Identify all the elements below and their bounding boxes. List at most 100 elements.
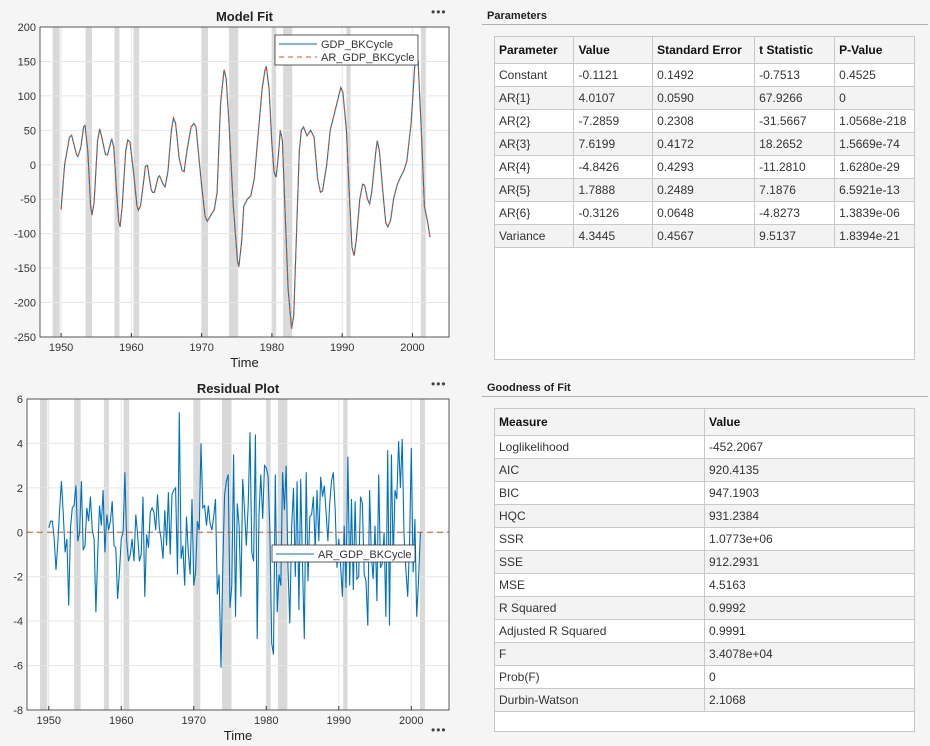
- table-row[interactable]: Loglikelihood -452.2067: [495, 435, 914, 459]
- y-tick-label: 150: [18, 56, 36, 68]
- table-cell: -452.2067: [704, 435, 914, 459]
- table-cell: BIC: [495, 481, 705, 505]
- table-cell: Adjusted R Squared: [495, 619, 705, 643]
- column-header[interactable]: Value: [573, 37, 654, 64]
- x-tick-label: 1960: [109, 715, 133, 727]
- table-cell: Loglikelihood: [495, 435, 705, 459]
- chart-title: Residual Plot: [197, 381, 280, 396]
- table-row[interactable]: Adjusted R Squared 0.9991: [495, 619, 914, 643]
- y-tick-label: -6: [13, 661, 23, 673]
- y-tick-label: 2: [17, 483, 23, 495]
- column-header[interactable]: Parameter: [495, 37, 575, 64]
- table-row[interactable]: HQC 931.2384: [495, 504, 914, 528]
- table-row[interactable]: AR{4} -4.8426 0.4293 -11.2810 1.6280e-29: [495, 155, 914, 179]
- table-row[interactable]: R Squared 0.9992: [495, 596, 914, 620]
- table-cell: HQC: [495, 504, 705, 528]
- table-cell: 0: [834, 86, 914, 110]
- table-cell: F: [495, 642, 705, 666]
- table-cell: 947.1903: [704, 481, 914, 505]
- table-row[interactable]: Prob(F) 0: [495, 665, 914, 689]
- x-tick-label: 1990: [327, 715, 351, 727]
- recession-band: [271, 27, 277, 337]
- axes-frame: [26, 398, 450, 711]
- table-cell: 0.2308: [652, 109, 756, 133]
- table-cell: -4.8426: [573, 155, 654, 179]
- column-header[interactable]: P-Value: [834, 37, 914, 64]
- table-cell: 3.4078e+04: [704, 642, 914, 666]
- parameters-table[interactable]: Parameter Value Standard Error t Statistic P…: [494, 36, 915, 360]
- recession-band: [103, 399, 109, 710]
- recession-band: [283, 27, 293, 337]
- column-header[interactable]: t Statistic: [754, 37, 836, 64]
- residual-plot-chart: -8 -6 -4 -2 0 2 4 6 1950 1960 1970 1980 1990 2000 Resi…: [13, 381, 450, 743]
- table-row[interactable]: AR{1} 4.0107 0.0590 67.9266 0: [495, 86, 914, 110]
- table-cell: AR{6}: [495, 201, 575, 225]
- table-row[interactable]: SSE 912.2931: [495, 550, 914, 574]
- table-cell: AR{4}: [495, 155, 575, 179]
- panel-menu-button[interactable]: •••: [431, 723, 447, 737]
- table-row[interactable]: AR{5} 1.7888 0.2489 7.1876 6.5921e-13: [495, 178, 914, 202]
- column-header[interactable]: Measure: [495, 409, 705, 436]
- table-cell: Prob(F): [495, 665, 705, 689]
- x-axis-label: Time: [224, 728, 252, 743]
- table-cell: 1.7888: [573, 178, 654, 202]
- table-cell: 1.3839e-06: [834, 201, 914, 225]
- table-cell: -11.2810: [754, 155, 836, 179]
- table-cell: 1.6280e-29: [834, 155, 914, 179]
- table-cell: 0.4172: [652, 132, 756, 156]
- table-row[interactable]: MSE 4.5163: [495, 573, 914, 597]
- table-cell: 0.9992: [704, 596, 914, 620]
- column-header[interactable]: Value: [704, 409, 914, 436]
- column-header[interactable]: Standard Error: [652, 37, 756, 64]
- table-cell: Durbin-Watson: [495, 688, 705, 712]
- x-tick-label: 1980: [260, 342, 284, 354]
- table-cell: 2.1068: [704, 688, 914, 712]
- table-cell: AR{2}: [495, 109, 575, 133]
- y-tick-label: -2: [13, 572, 23, 584]
- x-tick-label: 1980: [254, 715, 278, 727]
- table-row[interactable]: AR{6} -0.3126 0.0648 -4.8273 1.3839e-06: [495, 201, 914, 225]
- table-cell: 0.4567: [652, 224, 756, 248]
- table-cell: -4.8273: [754, 201, 836, 225]
- table-row[interactable]: BIC 947.1903: [495, 481, 914, 505]
- table-row[interactable]: AR{2} -7.2859 0.2308 -31.5667 1.0568e-218: [495, 109, 914, 133]
- goodness-of-fit-table[interactable]: Measure Value Loglikelihood -452.2067 AIC 92…: [494, 408, 915, 732]
- table-cell: 0.2489: [652, 178, 756, 202]
- table-cell: 7.6199: [573, 132, 654, 156]
- table-cell: 1.0568e-218: [834, 109, 914, 133]
- table-row[interactable]: AIC 920.4135: [495, 458, 914, 482]
- residual-plot-menu-button[interactable]: •••: [431, 377, 447, 391]
- legend: AR_GDP_BKCycle: [271, 544, 416, 563]
- table-cell: MSE: [495, 573, 705, 597]
- table-cell: Variance: [495, 224, 575, 248]
- table-cell: 4.5163: [704, 573, 914, 597]
- y-tick-label: -50: [20, 194, 36, 206]
- y-tick-label: 0: [30, 160, 36, 172]
- x-tick-label: 1970: [182, 715, 206, 727]
- table-cell: 0.0648: [652, 201, 756, 225]
- table-cell: SSE: [495, 550, 705, 574]
- model-fit-menu-button[interactable]: •••: [431, 5, 447, 19]
- legend-label: GDP_BKCycle: [321, 39, 393, 51]
- y-tick-label: 100: [18, 91, 36, 103]
- table-cell: 0.0590: [652, 86, 756, 110]
- table-row[interactable]: SSR 1.0773e+06: [495, 527, 914, 551]
- y-tick-label: 50: [24, 125, 36, 137]
- table-row[interactable]: Variance 4.3445 0.4567 9.5137 1.8394e-21: [495, 224, 914, 248]
- table-cell: 7.1876: [754, 178, 836, 202]
- table-row[interactable]: Durbin-Watson 2.1068: [495, 688, 914, 712]
- recession-band: [123, 399, 130, 710]
- table-cell: -31.5667: [754, 109, 836, 133]
- table-row[interactable]: AR{3} 7.6199 0.4172 18.2652 1.5669e-74: [495, 132, 914, 156]
- recession-band: [52, 27, 60, 337]
- table-cell: 18.2652: [754, 132, 836, 156]
- legend-box: [274, 34, 419, 66]
- recession-band: [200, 27, 208, 337]
- table-cell: SSR: [495, 527, 705, 551]
- y-tick-label: -200: [14, 298, 36, 310]
- table-cell: 0.4525: [834, 63, 914, 87]
- table-cell: 6.5921e-13: [834, 178, 914, 202]
- table-row[interactable]: F 3.4078e+04: [495, 642, 914, 666]
- table-row[interactable]: Constant -0.1121 0.1492 -0.7513 0.4525: [495, 63, 914, 87]
